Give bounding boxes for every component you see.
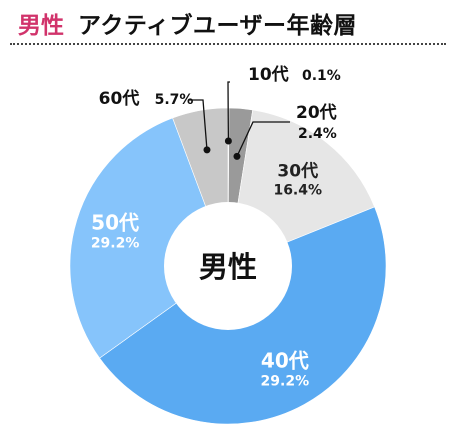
leader-line-s10 (227, 81, 230, 142)
leader-line-s60 (189, 99, 208, 150)
chart-gender-tag: 男性 (18, 13, 64, 39)
slice-value-s50: 29.2% (91, 236, 140, 252)
slice-label-s30: 30代 (277, 160, 318, 181)
chart-title-row: 男性 アクティブユーザー年齢層 (18, 6, 444, 40)
slice-label-s50: 50代 (91, 211, 139, 235)
slice-label-s60: 60代 (99, 88, 140, 109)
chart-title: アクティブユーザー年齢層 (78, 13, 358, 39)
slice-value-s30: 16.4% (273, 182, 322, 198)
title-dotted-divider (10, 43, 446, 45)
slice-value-s10: 0.1% (302, 68, 341, 84)
slice-value-s60: 5.7% (155, 92, 194, 108)
slice-value-s20: 2.4% (298, 126, 337, 142)
slice-label-s20: 20代 (296, 102, 337, 123)
slice-s50 (69, 117, 229, 359)
donut-center-label: 男性 (199, 250, 257, 284)
slice-label-s40: 40代 (261, 348, 309, 372)
donut-hole (164, 202, 292, 330)
slice-value-s40: 29.2% (261, 373, 310, 389)
slice-label-s10: 10代 (248, 64, 289, 85)
leader-line-s20 (236, 121, 290, 157)
